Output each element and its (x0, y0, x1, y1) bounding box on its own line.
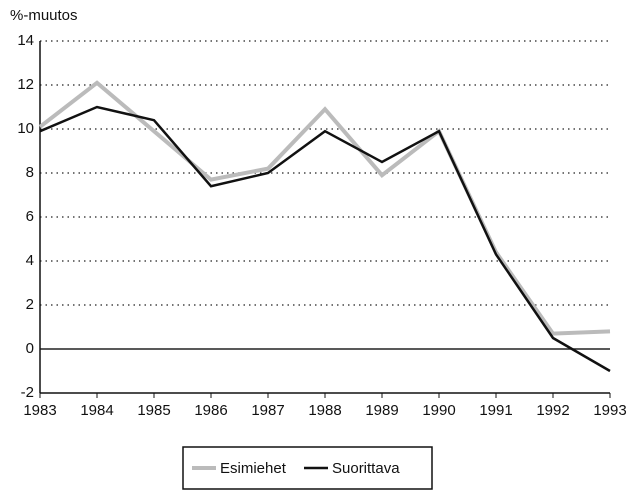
x-tick-label: 1984 (80, 402, 113, 419)
y-tick-label: 4 (26, 252, 34, 269)
legend-label: Suorittava (332, 460, 400, 477)
x-tick-label: 1986 (194, 402, 227, 419)
x-tick-label: 1987 (251, 402, 284, 419)
x-tick-label: 1989 (365, 402, 398, 419)
y-axis-label: %-muutos (10, 7, 78, 24)
y-tick-label: 8 (26, 164, 34, 181)
y-tick-label: -2 (21, 384, 34, 401)
y-tick-label: 6 (26, 208, 34, 225)
y-tick-label: 14 (17, 32, 34, 49)
legend-label: Esimiehet (220, 460, 287, 477)
x-tick-label: 1992 (536, 402, 569, 419)
x-tick-label: 1991 (479, 402, 512, 419)
legend: Esimiehet Suorittava (182, 446, 433, 490)
x-tick-label: 1988 (308, 402, 341, 419)
x-tick-label: 1990 (422, 402, 455, 419)
x-tick-label: 1985 (137, 402, 170, 419)
x-tick-label: 1983 (23, 402, 56, 419)
y-tick-label: 10 (17, 120, 34, 137)
y-tick-label: 12 (17, 76, 34, 93)
y-tick-label: 2 (26, 296, 34, 313)
y-tick-label: 0 (26, 340, 34, 357)
series-line (39, 105, 611, 373)
x-tick-label: 1993 (593, 402, 626, 419)
